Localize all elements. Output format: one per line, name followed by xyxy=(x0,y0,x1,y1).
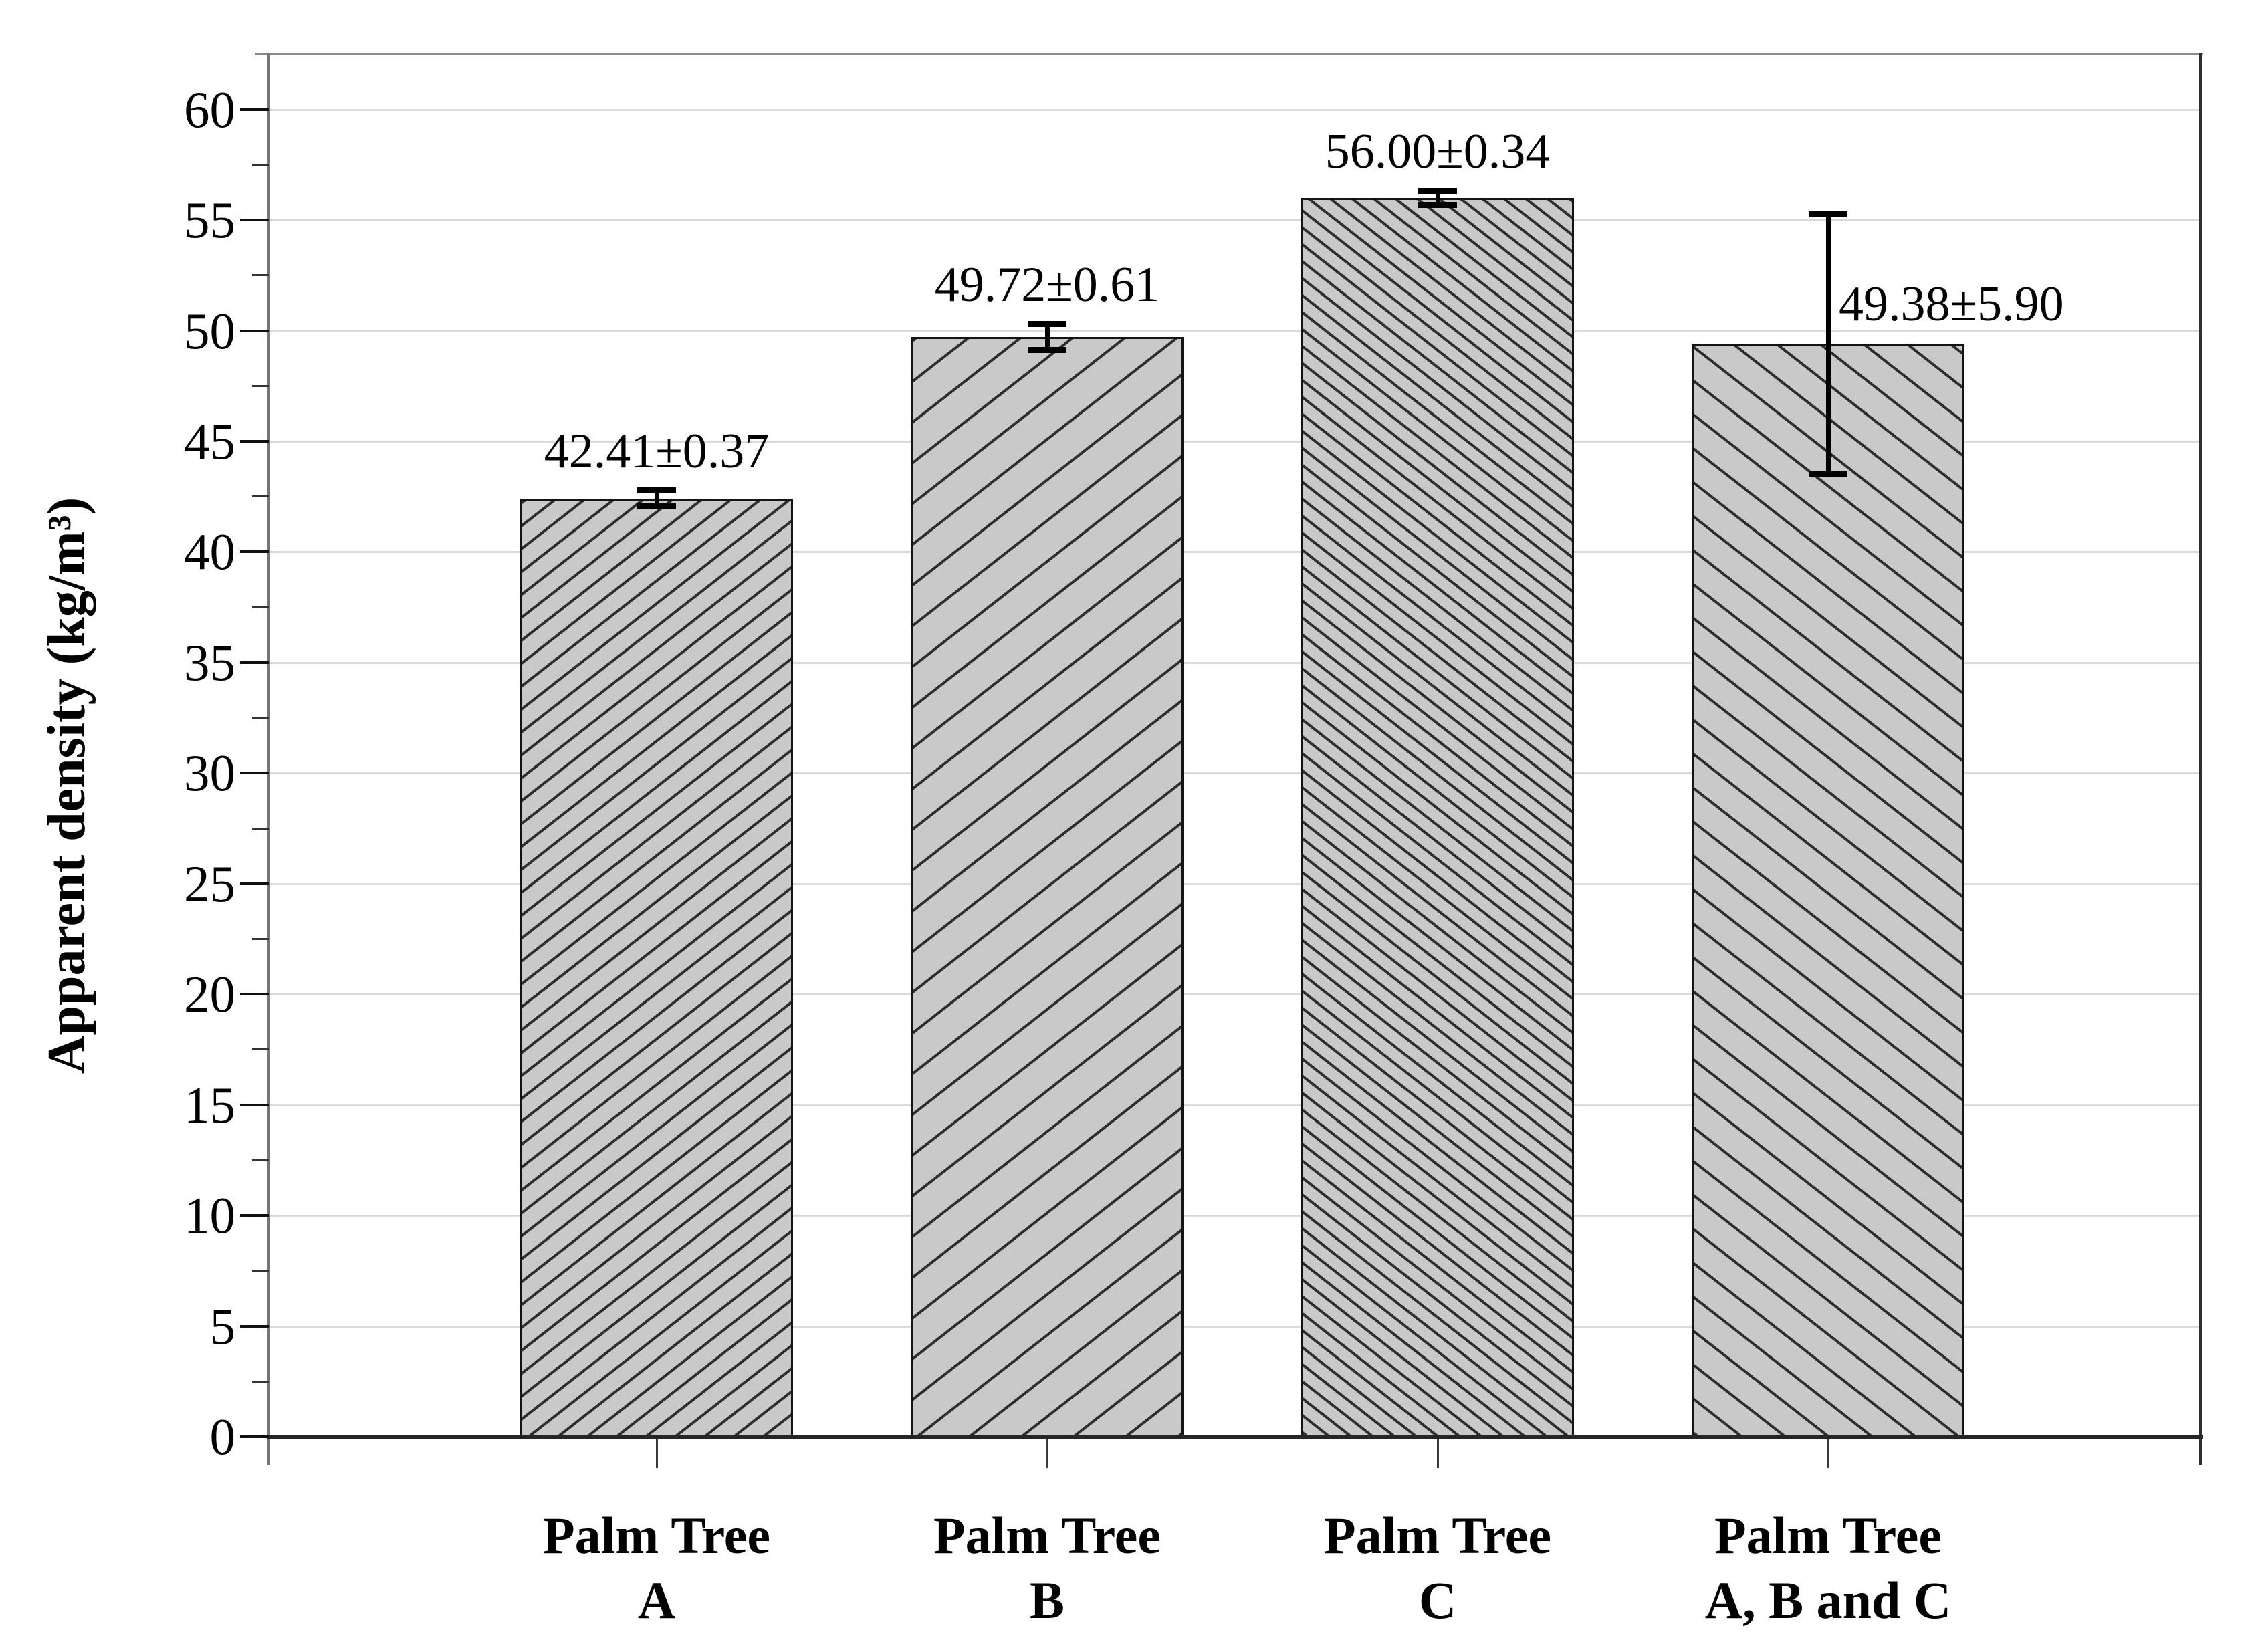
x-category-label-line1: Palm Tree xyxy=(1714,1506,1942,1564)
y-major-tick xyxy=(240,108,269,111)
y-major-tick xyxy=(240,1325,269,1328)
gridline xyxy=(269,330,2202,332)
plot-frame-top xyxy=(255,53,2203,55)
y-minor-tick xyxy=(252,1159,269,1161)
y-minor-tick xyxy=(252,717,269,719)
x-category-label: Palm Tree A xyxy=(423,1503,891,1633)
error-bar-cap-bottom xyxy=(637,503,676,509)
x-tick xyxy=(1827,1439,1829,1468)
y-major-tick xyxy=(240,550,269,553)
error-bar-cap-top xyxy=(637,487,676,493)
x-tick xyxy=(1437,1439,1439,1468)
gridline xyxy=(269,772,2202,774)
error-bar-cap-bottom xyxy=(1418,202,1457,208)
y-minor-tick xyxy=(252,164,269,166)
x-category-label-line1: Palm Tree xyxy=(933,1506,1161,1564)
error-bar-line xyxy=(1826,214,1831,475)
x-tick xyxy=(1046,1439,1048,1468)
y-tick-label: 45 xyxy=(184,412,235,470)
gridline xyxy=(269,441,2202,443)
x-axis-line xyxy=(267,1435,2203,1439)
x-category-label-line1: Palm Tree xyxy=(542,1506,771,1564)
y-tick-label: 30 xyxy=(184,744,235,802)
x-tick xyxy=(656,1439,658,1468)
y-major-tick xyxy=(240,993,269,995)
data-label: 56.00±0.34 xyxy=(1325,124,1551,179)
y-tick-label: 55 xyxy=(184,191,235,249)
y-major-tick xyxy=(240,440,269,443)
y-minor-tick xyxy=(252,938,269,940)
y-axis-line xyxy=(267,53,270,1465)
x-category-label-line1: Palm Tree xyxy=(1323,1506,1552,1564)
error-bar-cap-bottom xyxy=(1028,347,1066,353)
bar-palm-tree-a-b-and-c xyxy=(1692,344,1964,1437)
x-category-label-line2: A, B and C xyxy=(1704,1571,1952,1629)
gridline xyxy=(269,1215,2202,1217)
y-minor-tick xyxy=(252,385,269,387)
y-major-tick xyxy=(240,219,269,221)
x-category-label: Palm Tree C xyxy=(1204,1503,1672,1633)
data-label: 42.41±0.37 xyxy=(544,424,770,479)
error-bar-line xyxy=(1436,191,1440,205)
gridline xyxy=(269,219,2202,221)
y-tick-label: 50 xyxy=(184,302,235,360)
y-minor-tick xyxy=(252,1381,269,1383)
error-bar-cap-top xyxy=(1028,321,1066,327)
y-major-tick xyxy=(240,772,269,774)
y-minor-tick xyxy=(252,274,269,276)
y-major-tick xyxy=(240,330,269,332)
error-bar-cap-bottom xyxy=(1809,471,1847,477)
gridline xyxy=(269,1326,2202,1328)
x-category-label-line2: C xyxy=(1418,1571,1457,1629)
y-major-tick xyxy=(240,1214,269,1217)
gridline xyxy=(269,551,2202,553)
data-label: 49.38±5.90 xyxy=(1839,277,2064,332)
error-bar-line xyxy=(1045,324,1050,350)
y-tick-label: 20 xyxy=(184,965,235,1023)
plot-frame-right xyxy=(2199,53,2202,1465)
gridline xyxy=(269,1104,2202,1106)
y-tick-label: 5 xyxy=(209,1298,236,1355)
gridline xyxy=(269,993,2202,995)
y-tick-label: 60 xyxy=(184,81,235,138)
gridline xyxy=(269,109,2202,111)
y-minor-tick xyxy=(252,1270,269,1272)
y-major-tick xyxy=(240,882,269,885)
y-minor-tick xyxy=(252,495,269,497)
error-bar-line xyxy=(655,490,659,506)
y-tick-label: 25 xyxy=(184,855,235,913)
x-category-label: Palm Tree A, B and C xyxy=(1594,1503,2062,1633)
gridline xyxy=(269,883,2202,885)
error-bar-cap-top xyxy=(1418,188,1457,194)
y-major-tick xyxy=(240,661,269,664)
y-minor-tick xyxy=(252,1048,269,1050)
error-bar-cap-top xyxy=(1809,211,1847,217)
y-minor-tick xyxy=(252,606,269,608)
data-label: 49.72±0.61 xyxy=(934,257,1160,312)
y-major-tick xyxy=(240,1104,269,1106)
bar-palm-tree-a xyxy=(520,499,793,1437)
x-category-label-line2: B xyxy=(1029,1571,1065,1629)
y-tick-label: 0 xyxy=(209,1408,236,1465)
bar-palm-tree-c xyxy=(1301,198,1574,1437)
y-minor-tick xyxy=(252,828,269,830)
x-category-label-line2: A xyxy=(637,1571,676,1629)
y-tick-label: 40 xyxy=(184,523,235,580)
gridline xyxy=(269,662,2202,664)
y-tick-label: 35 xyxy=(184,634,235,691)
bar-palm-tree-b xyxy=(911,337,1184,1437)
x-category-label: Palm Tree B xyxy=(813,1503,1281,1633)
y-major-tick xyxy=(240,1435,269,1438)
y-tick-label: 15 xyxy=(184,1076,235,1134)
y-tick-label: 10 xyxy=(184,1187,235,1244)
